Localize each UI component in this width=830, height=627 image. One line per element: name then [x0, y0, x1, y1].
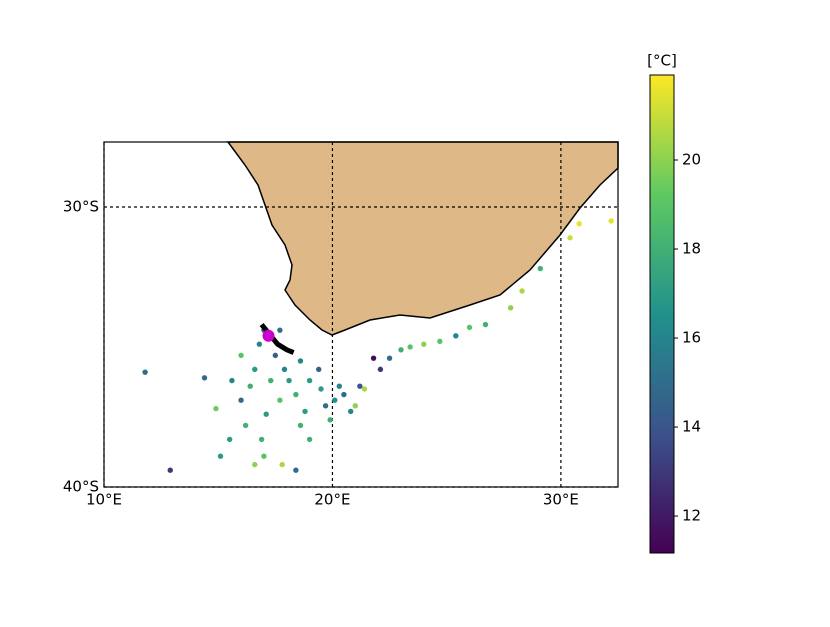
point	[421, 341, 427, 347]
point	[201, 375, 208, 381]
colorbar-label: [°C]	[647, 52, 677, 70]
colorbar	[649, 74, 675, 554]
point	[336, 383, 342, 389]
start-marker	[262, 329, 275, 342]
point	[277, 397, 283, 403]
x-tick-label: 20°E	[314, 491, 350, 509]
point	[306, 377, 313, 384]
point	[258, 436, 265, 443]
point	[341, 391, 347, 398]
point	[407, 344, 413, 350]
point	[377, 366, 384, 373]
point	[348, 408, 354, 415]
point	[261, 453, 267, 459]
point	[608, 218, 614, 224]
point	[357, 383, 363, 389]
point	[213, 405, 219, 412]
point	[322, 403, 329, 409]
point	[306, 436, 313, 443]
point	[453, 333, 459, 339]
point	[361, 386, 368, 392]
point	[318, 386, 324, 392]
point	[142, 369, 148, 375]
point	[507, 305, 514, 311]
point	[279, 461, 285, 468]
point	[386, 355, 393, 361]
point	[398, 347, 404, 353]
colorbar-tick-label: 16	[682, 329, 701, 347]
colorbar-tick-label: 18	[682, 240, 701, 258]
point	[268, 377, 274, 384]
track	[259, 323, 295, 355]
x-tick-label: 10°E	[86, 491, 122, 509]
point	[482, 321, 489, 328]
point	[519, 288, 525, 294]
point	[466, 324, 473, 331]
point	[238, 352, 244, 359]
y-tick-label: 30°S	[63, 197, 99, 215]
point	[327, 417, 333, 423]
point	[272, 352, 279, 359]
colorbar-tick-label: 12	[682, 507, 701, 525]
point	[217, 453, 224, 459]
point	[576, 221, 582, 227]
point	[332, 397, 338, 403]
point	[226, 436, 233, 443]
point	[167, 467, 173, 473]
colorbar-tick-label: 20	[682, 151, 701, 169]
point	[316, 366, 322, 373]
point	[263, 411, 269, 417]
point	[242, 422, 249, 429]
point	[281, 366, 288, 373]
point	[293, 467, 299, 473]
map-frame	[103, 141, 619, 488]
point	[256, 341, 263, 347]
colorbar-tick-label: 14	[682, 418, 701, 436]
point	[297, 358, 304, 364]
point	[302, 408, 308, 415]
point	[537, 265, 544, 272]
land	[226, 141, 619, 336]
point	[229, 377, 235, 384]
point	[252, 461, 258, 468]
point	[370, 355, 377, 361]
point	[437, 338, 443, 345]
point	[567, 235, 573, 241]
point	[352, 403, 358, 409]
y-tick-label: 40°S	[63, 478, 99, 496]
point	[277, 327, 283, 333]
point	[286, 377, 292, 384]
point	[297, 422, 304, 429]
x-tick-label: 30°E	[543, 491, 579, 509]
point	[252, 366, 258, 373]
point	[247, 383, 253, 389]
point	[238, 397, 244, 403]
point	[293, 391, 299, 398]
